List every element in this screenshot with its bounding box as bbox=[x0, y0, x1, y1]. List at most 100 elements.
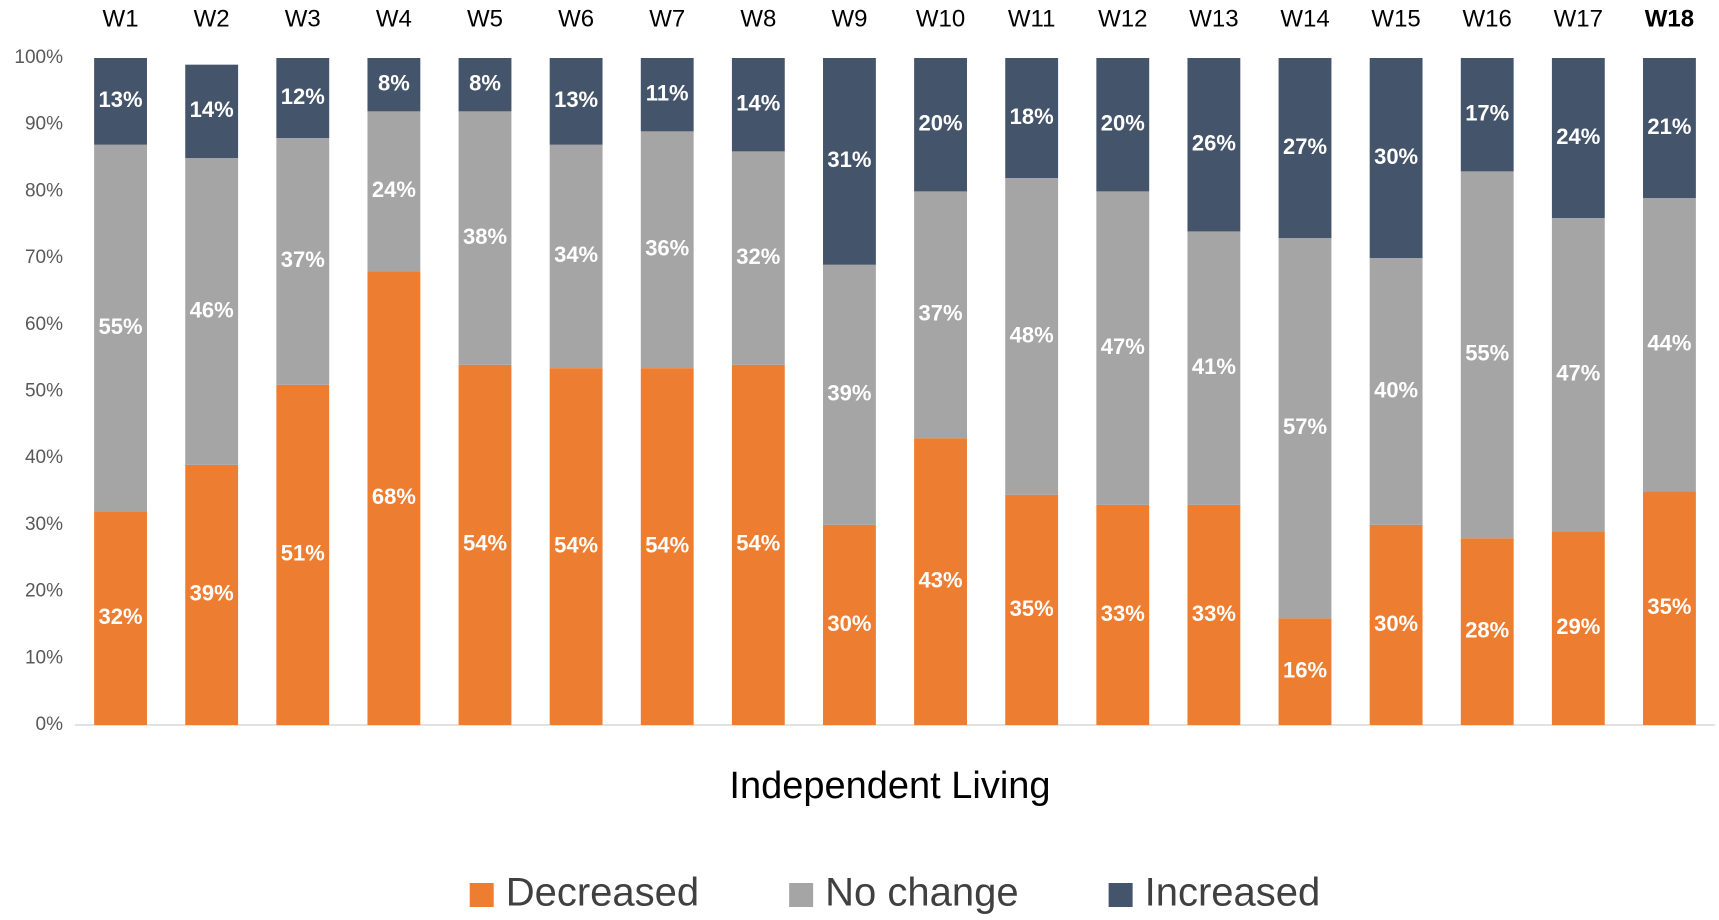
data-label: 41% bbox=[1192, 354, 1236, 379]
bar-segment bbox=[731, 151, 785, 365]
data-label: 29% bbox=[1556, 614, 1600, 639]
bar-segment bbox=[1551, 58, 1605, 219]
bar-segment bbox=[94, 144, 147, 512]
y-tick-label: 90% bbox=[25, 114, 63, 135]
y-tick-label: 50% bbox=[25, 381, 63, 402]
legend-swatch bbox=[469, 883, 494, 907]
bar-segment bbox=[458, 111, 512, 365]
data-label: 8% bbox=[469, 70, 501, 95]
legend-label: Decreased bbox=[506, 871, 699, 915]
x-tick-label: W5 bbox=[467, 5, 503, 32]
data-label: 35% bbox=[1010, 596, 1054, 621]
legend-swatch bbox=[789, 883, 814, 907]
data-label: 30% bbox=[827, 611, 871, 636]
data-label: 51% bbox=[281, 541, 325, 566]
bar-segment bbox=[1369, 524, 1423, 725]
bar-segment bbox=[185, 64, 239, 159]
bar-segment bbox=[367, 111, 421, 272]
x-tick-label: W1 bbox=[103, 5, 139, 32]
bar-segment bbox=[367, 271, 421, 725]
bar-segment bbox=[1096, 504, 1150, 725]
bar-segment bbox=[1643, 58, 1696, 199]
data-label: 17% bbox=[1465, 101, 1509, 126]
legend-label: Increased bbox=[1145, 871, 1321, 915]
data-label: 38% bbox=[463, 224, 507, 249]
bar-segment bbox=[94, 58, 147, 145]
data-label: 20% bbox=[1101, 111, 1145, 136]
bar-segment bbox=[1096, 58, 1150, 192]
bar-segment bbox=[1278, 618, 1332, 725]
data-label: 21% bbox=[1647, 114, 1691, 139]
data-label: 18% bbox=[1010, 104, 1054, 129]
bar-segment bbox=[640, 58, 694, 132]
data-label: 54% bbox=[736, 531, 780, 556]
bar-segment bbox=[458, 364, 512, 725]
bar-segment bbox=[185, 464, 239, 725]
data-label: 32% bbox=[736, 244, 780, 269]
data-label: 8% bbox=[378, 70, 410, 95]
bar-segment bbox=[1187, 231, 1241, 505]
data-label: 44% bbox=[1647, 331, 1691, 356]
bar-segment bbox=[549, 368, 603, 725]
x-tick-label: W3 bbox=[285, 5, 321, 32]
y-tick-label: 70% bbox=[25, 247, 63, 268]
bar-segment bbox=[276, 384, 330, 725]
x-tick-label: W6 bbox=[558, 5, 594, 32]
data-label: 40% bbox=[1374, 377, 1418, 402]
x-axis-title: Independent Living bbox=[729, 765, 1050, 807]
y-tick-label: 30% bbox=[25, 514, 63, 535]
data-label: 54% bbox=[645, 532, 689, 557]
bar-segment bbox=[1278, 238, 1332, 619]
bar-segment bbox=[1278, 58, 1332, 239]
bar-segment bbox=[914, 58, 967, 192]
bar-segment bbox=[549, 58, 603, 145]
data-label: 34% bbox=[554, 242, 598, 267]
data-label: 39% bbox=[190, 581, 234, 606]
data-label: 24% bbox=[1556, 124, 1600, 149]
bar-segment bbox=[1369, 258, 1423, 525]
bar-segment bbox=[823, 58, 876, 265]
data-label: 30% bbox=[1374, 144, 1418, 169]
y-tick-label: 40% bbox=[25, 447, 63, 468]
y-tick-label: 10% bbox=[25, 647, 63, 668]
bar-segment bbox=[1187, 504, 1241, 725]
data-label: 57% bbox=[1283, 414, 1327, 439]
x-tick-label: W11 bbox=[1008, 5, 1056, 32]
bar-segment bbox=[458, 58, 512, 112]
data-label: 55% bbox=[99, 314, 143, 339]
bar-segment bbox=[1005, 494, 1059, 725]
data-label: 13% bbox=[554, 87, 598, 112]
data-label: 32% bbox=[99, 604, 143, 629]
bar-segment bbox=[276, 138, 330, 385]
legend-label: No change bbox=[825, 871, 1018, 915]
x-tick-label: W15 bbox=[1371, 5, 1420, 32]
x-tick-label: W9 bbox=[831, 5, 867, 32]
y-tick-label: 100% bbox=[14, 47, 63, 68]
bar-segment bbox=[731, 364, 785, 725]
data-label: 14% bbox=[736, 91, 780, 116]
bar-segment bbox=[185, 158, 239, 465]
data-label: 48% bbox=[1010, 322, 1054, 347]
data-label: 54% bbox=[554, 532, 598, 557]
data-label: 26% bbox=[1192, 131, 1236, 156]
data-label: 30% bbox=[1374, 611, 1418, 636]
bar-segment bbox=[1096, 191, 1150, 505]
data-label: 68% bbox=[372, 484, 416, 509]
bar-segment bbox=[1551, 218, 1605, 532]
data-label: 33% bbox=[1101, 601, 1145, 626]
data-label: 47% bbox=[1101, 334, 1145, 359]
data-label: 37% bbox=[919, 301, 963, 326]
bar-segment bbox=[823, 524, 876, 725]
data-label: 54% bbox=[463, 531, 507, 556]
bar-segment bbox=[914, 438, 967, 725]
bar-segment bbox=[1005, 58, 1059, 179]
bar-segment bbox=[1369, 58, 1423, 259]
data-label: 39% bbox=[827, 381, 871, 406]
bar-segment bbox=[549, 144, 603, 369]
bar-segment bbox=[914, 191, 967, 439]
data-label: 33% bbox=[1192, 601, 1236, 626]
bar-segment bbox=[276, 58, 330, 139]
bar-segment bbox=[1643, 198, 1696, 492]
data-label: 27% bbox=[1283, 134, 1327, 159]
